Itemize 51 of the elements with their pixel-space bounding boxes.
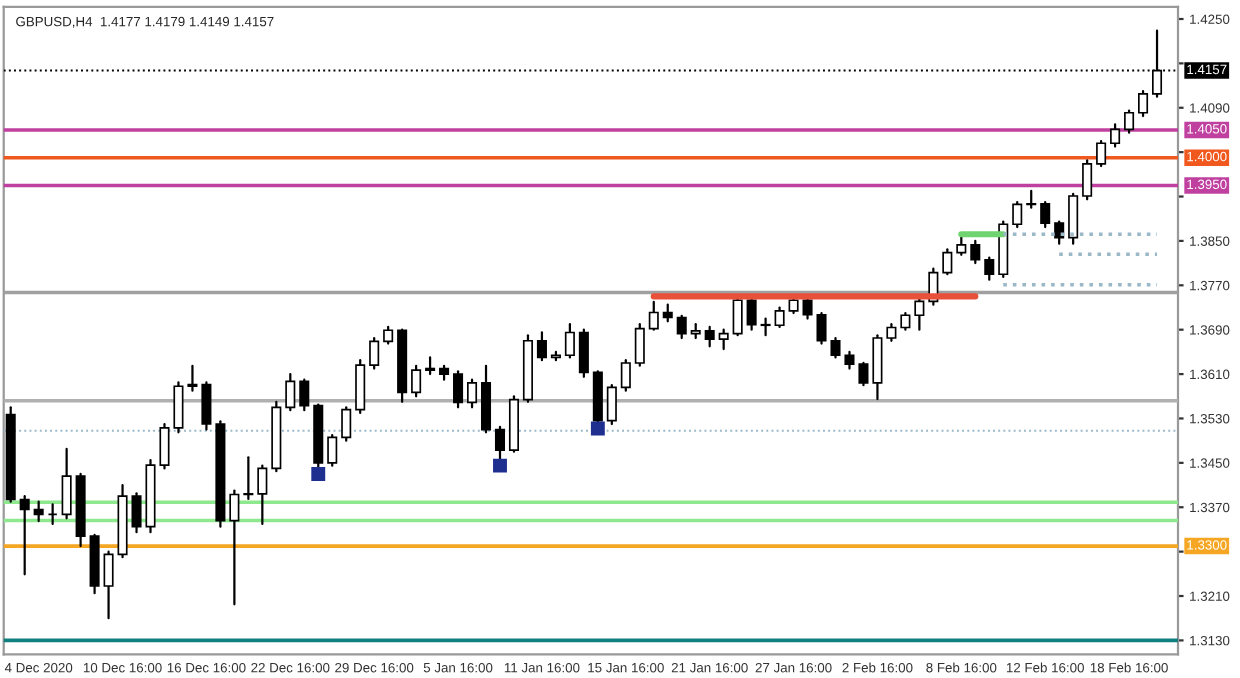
candlestick — [1068, 192, 1079, 245]
candlestick — [187, 364, 198, 392]
candlestick — [369, 336, 380, 370]
candlestick — [480, 364, 492, 434]
candlestick — [1124, 109, 1135, 134]
candlestick — [285, 372, 296, 412]
candlestick — [355, 359, 366, 415]
candlestick — [536, 331, 547, 362]
candlestick — [341, 406, 352, 442]
candlestick — [19, 495, 30, 576]
candlestick — [648, 300, 659, 331]
candlestick — [299, 378, 310, 412]
candlestick — [1110, 123, 1121, 148]
candlestick — [872, 334, 883, 401]
candlestick — [760, 317, 771, 337]
point — [493, 458, 507, 473]
candlestick — [606, 384, 617, 426]
point — [590, 421, 605, 436]
candlestick — [201, 381, 212, 431]
candlestick — [984, 256, 995, 281]
candlestick — [564, 323, 575, 359]
candlestick — [1096, 139, 1107, 168]
candlestick — [704, 325, 715, 348]
candlestick — [1040, 200, 1051, 229]
candlestick — [970, 239, 981, 265]
candlestick — [61, 447, 72, 520]
candlestick — [453, 370, 464, 409]
candlestick — [634, 323, 645, 367]
candlestick — [620, 359, 631, 392]
candlestick — [718, 328, 729, 351]
point — [311, 467, 326, 481]
candlestick — [732, 295, 743, 337]
candlestick — [243, 456, 254, 501]
candlestick — [33, 500, 44, 523]
candlestick — [103, 550, 114, 620]
candlestick — [257, 464, 268, 525]
candlestick — [774, 306, 785, 329]
candlestick — [914, 298, 925, 331]
candlestick — [746, 298, 757, 331]
candlestick — [942, 248, 953, 276]
candlestick — [1054, 220, 1065, 245]
candlestick — [1012, 200, 1023, 229]
candlestick — [467, 378, 478, 409]
candlestick — [956, 234, 967, 256]
candlestick — [327, 434, 338, 467]
candlestick — [578, 328, 589, 378]
candlestick — [676, 314, 687, 340]
candlestick — [411, 364, 422, 398]
candlestick — [229, 489, 240, 606]
candlestick — [1082, 159, 1093, 201]
candlestick — [1138, 90, 1149, 118]
